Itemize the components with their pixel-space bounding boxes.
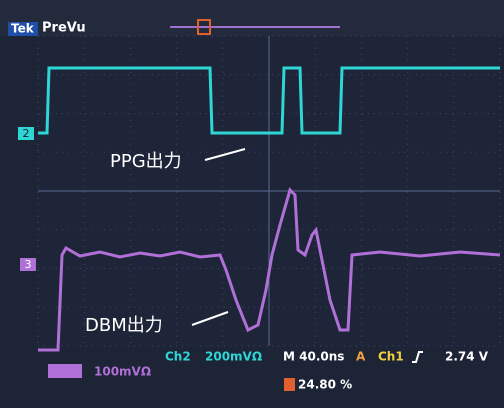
- timebase: M 40.0ns: [283, 350, 344, 364]
- ch2-scale: 200mVΩ: [205, 350, 262, 364]
- trigger-channel: Ch1: [378, 350, 404, 364]
- trigger-level: 2.74 V: [445, 350, 489, 364]
- ch3-marker-box: [20, 258, 36, 271]
- trigger-source: A: [356, 350, 366, 364]
- ch3-status-box: [48, 364, 82, 378]
- record-window: [197, 19, 211, 35]
- trigger-slope-icon: [412, 351, 423, 363]
- dbm-label: DBM出力: [85, 315, 163, 336]
- ch3-scale: 100mVΩ: [94, 365, 151, 379]
- ch2-trace: [38, 66, 500, 135]
- ppg-pointer: [204, 148, 246, 161]
- ch2-marker-box: [18, 127, 34, 140]
- brand-box: [8, 22, 38, 36]
- graticule: [37, 35, 501, 347]
- mode: PreVu: [42, 21, 86, 36]
- ppg-label: PPG出力: [110, 151, 182, 172]
- brand: Tek: [11, 22, 35, 36]
- ch3-trace: [38, 187, 501, 352]
- ch2-marker: 2: [23, 127, 30, 140]
- dbm-pointer: [191, 311, 229, 326]
- trigger-position: 24.80 %: [298, 378, 352, 392]
- trigger-position-icon: [284, 378, 295, 391]
- ch2-label: Ch2: [165, 350, 191, 364]
- top-bar: [0, 0, 504, 36]
- ch3-marker: 3: [25, 258, 32, 271]
